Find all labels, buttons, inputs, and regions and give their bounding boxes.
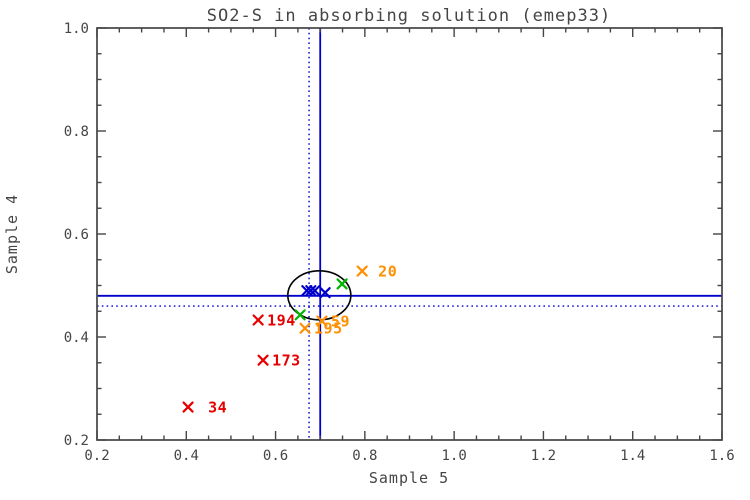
- chart-title: SO2-S in absorbing solution (emep33): [207, 6, 611, 26]
- y-axis-label: Sample 4: [3, 194, 21, 274]
- y-tick-label: 0.6: [64, 227, 89, 243]
- data-point-marker: [252, 314, 264, 326]
- y-tick-label: 0.4: [64, 330, 89, 346]
- axis-frame: [96, 27, 723, 441]
- data-point-label: 195: [314, 320, 343, 338]
- x-tick-label: 1.6: [709, 448, 734, 464]
- data-point-marker: [299, 322, 311, 334]
- x-tick-label: 0.8: [352, 448, 377, 464]
- data-point-marker: [319, 287, 331, 299]
- data-point-marker: [316, 315, 328, 327]
- data-point-marker: [257, 354, 269, 366]
- plot-layer: 0.2 0.4 0.6 0.8 1.0 1.2 1.4 1.6 0.2 0.4 0.6 0.8 1.0 2…: [64, 21, 735, 464]
- x-axis-label: Sample 5: [369, 469, 449, 487]
- data-point-label: 59: [331, 313, 350, 331]
- x-tick-label: 1.4: [620, 448, 645, 464]
- data-point-marker: [336, 278, 348, 290]
- data-point-marker: [294, 309, 306, 321]
- y-tick-label: 1.0: [64, 21, 89, 37]
- data-point-marker: [356, 265, 368, 277]
- data-point-label: 34: [208, 399, 227, 417]
- data-point-label: 194: [267, 312, 296, 330]
- data-point-marker: [305, 285, 317, 297]
- x-tick-label: 0.2: [84, 448, 109, 464]
- data-point-marker: [301, 285, 313, 297]
- x-tick-label: 0.4: [174, 448, 199, 464]
- data-point-label: 173: [272, 352, 301, 370]
- data-point-marker: [309, 285, 321, 297]
- x-tick-label: 0.6: [263, 448, 288, 464]
- x-tick-label: 1.2: [531, 448, 556, 464]
- data-point-marker: [182, 401, 194, 413]
- x-tick-label: 1.0: [441, 448, 466, 464]
- data-point-label: 20: [378, 263, 397, 281]
- y-tick-label: 0.2: [64, 433, 89, 449]
- y-tick-label: 0.8: [64, 124, 89, 140]
